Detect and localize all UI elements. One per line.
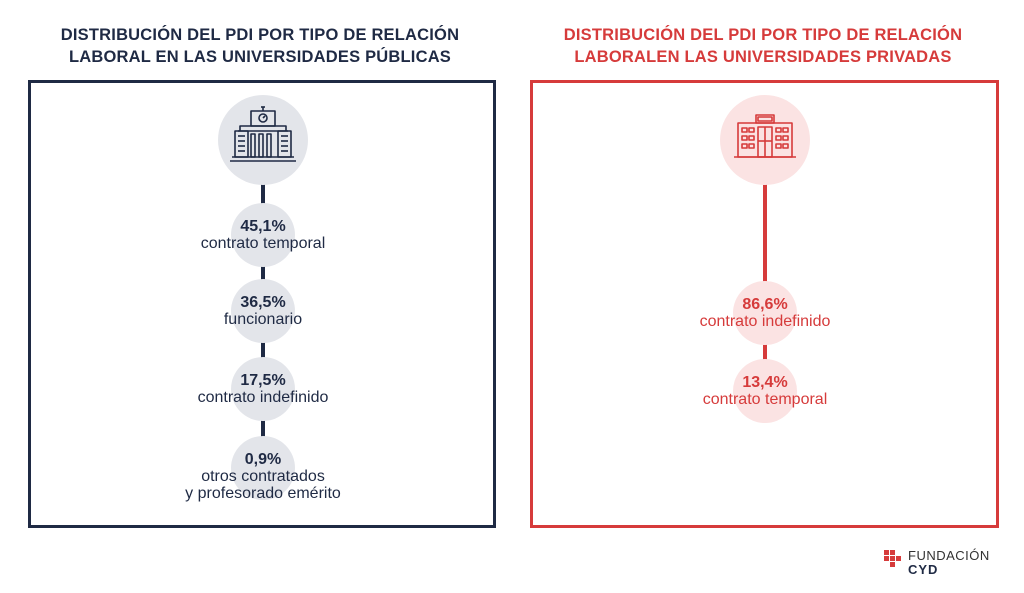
public-panel-title: DISTRIBUCIÓN DEL PDI POR TIPO DE RELACIÓ… [20,24,500,68]
modern-building-icon [720,95,810,185]
public-title-line1: DISTRIBUCIÓN DEL PDI POR TIPO DE RELACIÓ… [60,26,460,44]
university-building-icon [218,95,308,185]
public-node-label: 45,1% contrato temporal [113,218,413,252]
public-node-category: contrato temporal [200,235,326,252]
public-node-circle [231,279,295,343]
public-node-category: funcionario [223,311,303,328]
private-title-line1: DISTRIBUCIÓN DEL PDI POR TIPO DE RELACIÓ… [563,26,963,44]
private-panel-title: DISTRIBUCIÓN DEL PDI POR TIPO DE RELACIÓ… [523,24,1003,68]
public-node-percentage: 17,5% [240,372,286,389]
public-node-circle [231,357,295,421]
private-title-line2: LABORALEN LAS UNIVERSIDADES PRIVADAS [574,48,952,66]
private-node-label: 86,6% contrato indefinido [615,296,915,330]
public-title-line2: LABORAL EN LAS UNIVERSIDADES PÚBLICAS [68,48,452,66]
private-panel-frame [530,80,999,528]
public-node-label: 17,5% contrato indefinido [113,372,413,406]
private-node-circle [733,359,797,423]
public-node-circle [231,436,295,500]
private-node-circle [733,281,797,345]
cyd-logo-mark-icon [884,550,901,567]
public-node-circle [231,203,295,267]
public-node-category: contrato indefinido [197,389,329,406]
public-node-percentage: 36,5% [240,294,286,311]
private-node-label: 13,4% contrato temporal [615,374,915,408]
public-panel-frame [28,80,496,528]
private-node-percentage: 86,6% [742,296,788,313]
private-node-category: contrato indefinido [699,313,831,330]
public-node-percentage: 0,9% [244,451,282,468]
fundacion-cyd-logo: FUNDACIÓN CYD [884,548,1004,580]
public-node-category: otros contratados y profesorado emérito [185,468,341,502]
public-node-percentage: 45,1% [240,218,286,235]
public-node-label: 0,9% otros contratados y profesorado emér… [113,451,413,502]
logo-text-cyd: CYD [908,562,939,577]
public-node-label: 36,5% funcionario [113,294,413,328]
logo-text-fundacion: FUNDACIÓN [908,548,990,563]
private-node-percentage: 13,4% [742,374,788,391]
private-node-category: contrato temporal [702,391,828,408]
